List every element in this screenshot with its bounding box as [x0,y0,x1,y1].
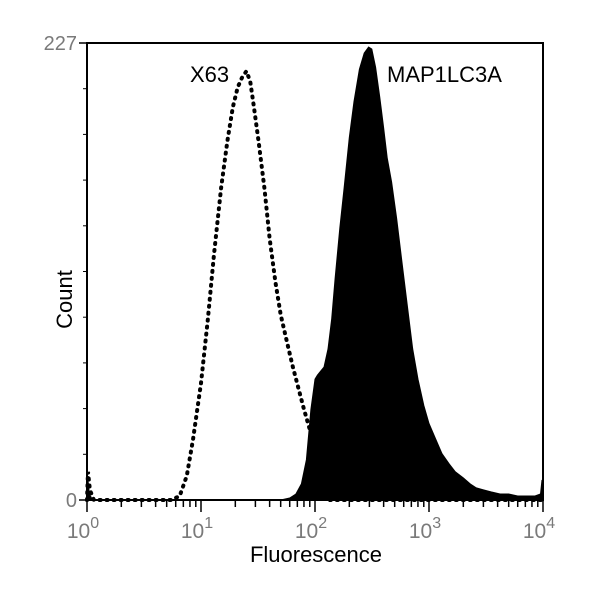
series-layer [85,46,545,502]
x-tick-label: 104 [523,515,555,543]
y-axis-title: Count [52,270,77,329]
y-tick-label: 227 [44,33,77,55]
series-label-x63: X63 [190,62,229,87]
y-axis: 0 227 [44,33,87,512]
x-tick-label: 101 [181,515,213,543]
x-axis-title: Fluorescence [250,542,382,567]
x-tick-label: 100 [67,515,99,543]
y-tick-label: 0 [66,490,77,512]
x-tick-label: 103 [409,515,441,543]
series-label-map1lc3a: MAP1LC3A [387,62,502,87]
x-axis: 100 101 102 103 104 [67,500,555,543]
series-area-map1lc3a [86,46,544,501]
x-tick-label: 102 [295,515,327,543]
